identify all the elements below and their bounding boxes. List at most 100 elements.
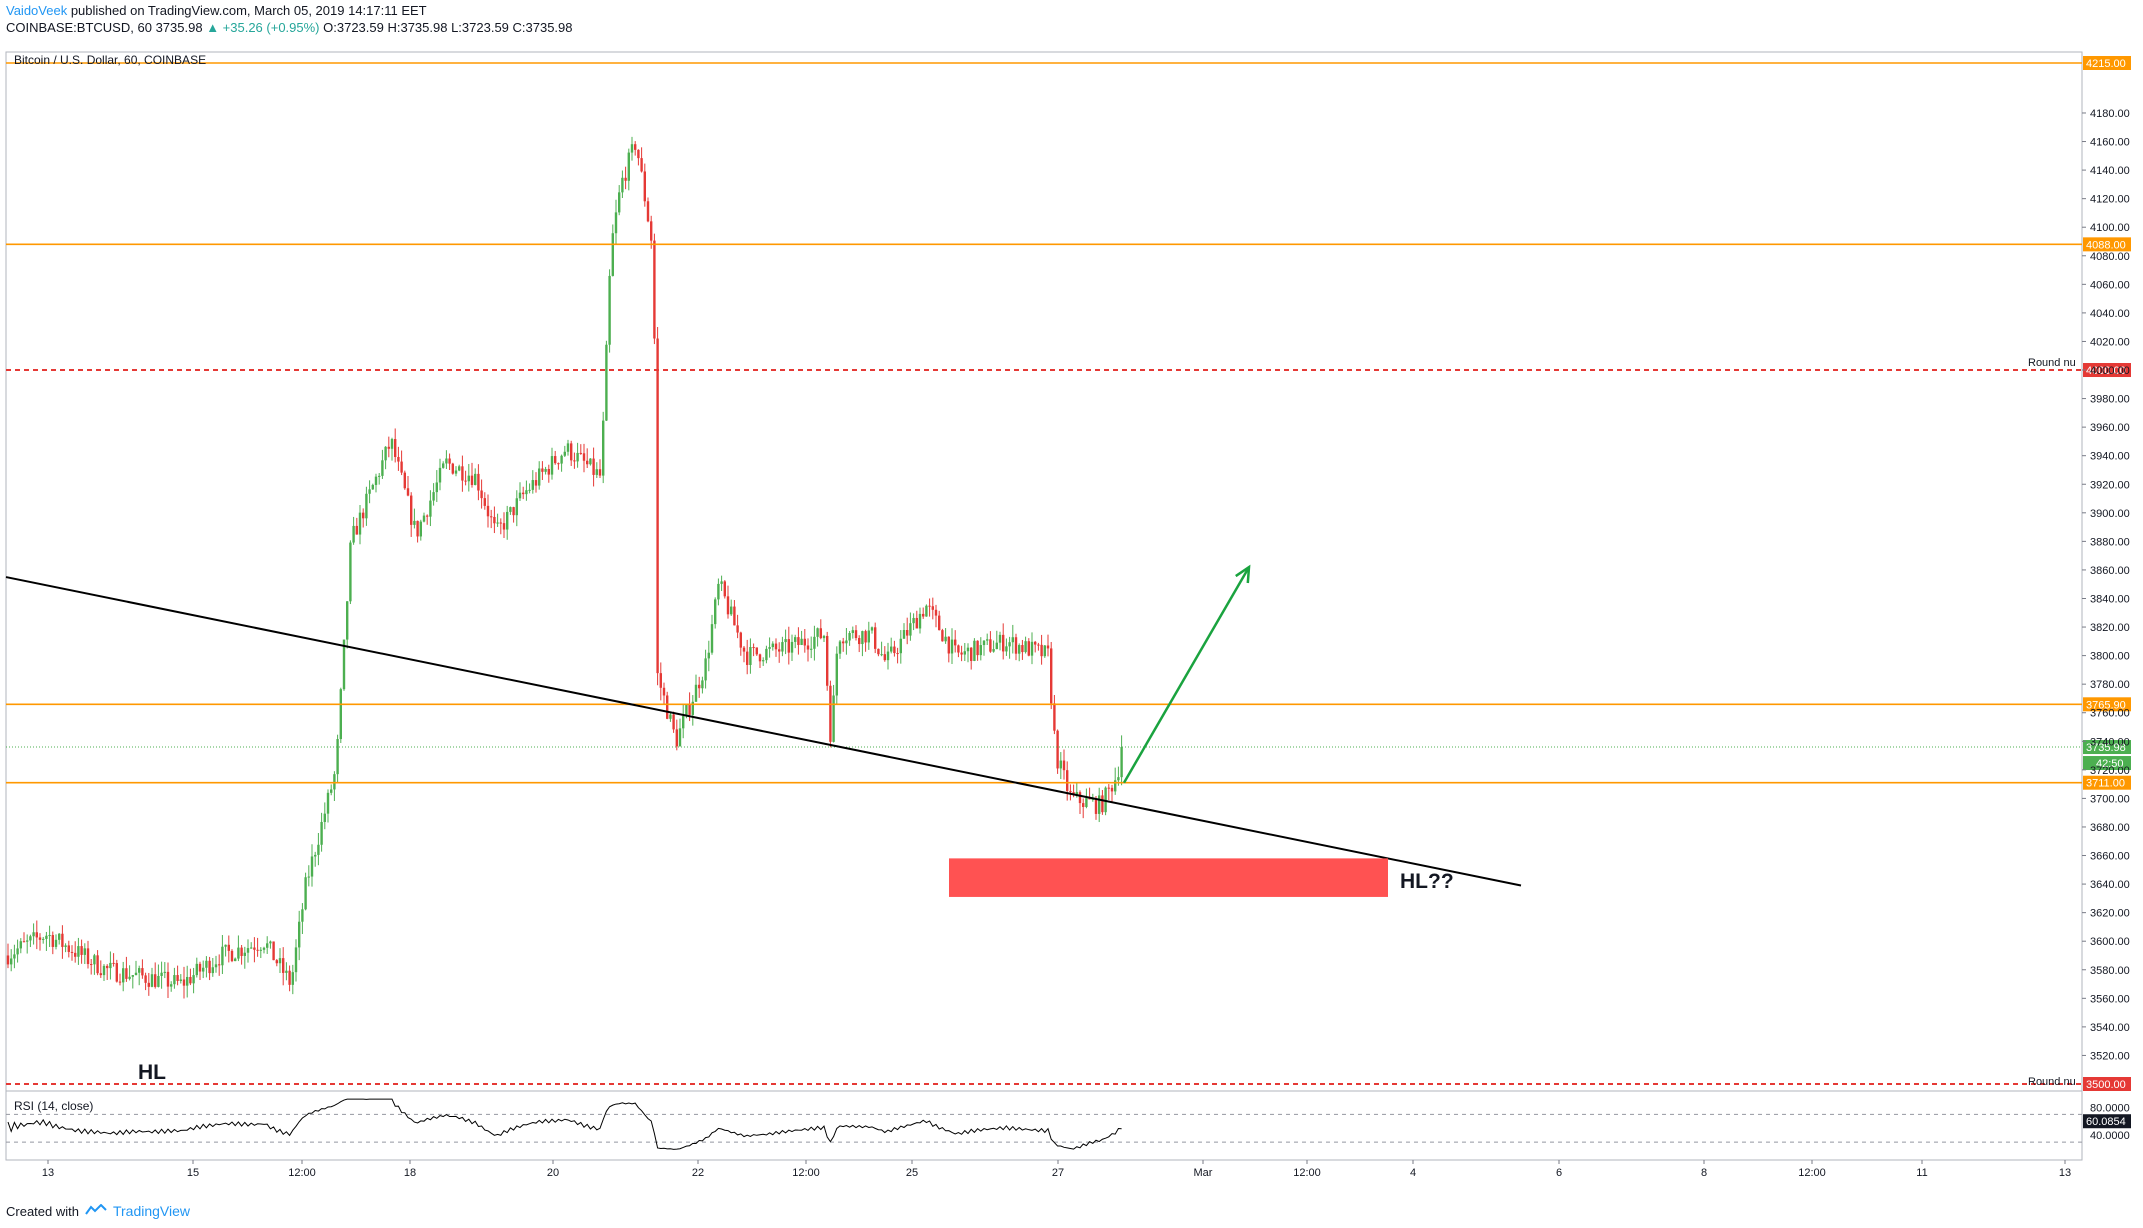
candle-body [899,638,902,654]
candle-body [893,646,896,654]
candle-body [758,654,762,662]
candle-body [326,792,330,814]
candle-body [515,498,518,516]
candle-body [176,975,179,981]
countdown-tag [2083,756,2131,771]
candle-body [896,653,899,655]
candle-body [42,938,45,940]
candle-body [1075,792,1078,795]
hl-question-label: HL?? [1400,870,1454,893]
candle-body [595,469,598,475]
candle-body [90,964,93,966]
candle-body [845,640,848,644]
candle-body [813,636,816,649]
candle-body [998,634,1002,643]
x-tick-label: 4 [1410,1167,1416,1179]
candle-body [70,951,74,953]
candle-body [499,522,502,524]
last-price-text: 3735.98 [155,20,203,35]
candle-body [138,968,141,973]
candle-body [115,963,118,982]
candle-body [957,645,960,653]
candle-body [938,615,941,631]
candle-body [1046,645,1050,649]
symbol-text: COINBASE:BTCUSD, 60 [6,20,152,35]
candle-body [1040,644,1043,657]
candle-body [307,876,310,878]
trendline [5,576,1522,887]
candle-body [266,943,269,948]
candle-body [643,171,646,202]
candle-body [1056,730,1059,769]
x-tick-label: 15 [187,1167,199,1179]
y-tick-label: 3880.00 [2090,536,2130,548]
level-price-label: 3765.90 [2086,699,2126,711]
candle-body [950,639,954,654]
header-line-1: VaidoVeek published on TradingView.com, … [6,2,2106,19]
candle-body [285,970,288,973]
candle-body [694,684,698,702]
candle-body [422,515,426,522]
candle-body [1014,637,1018,654]
candle-body [710,624,714,653]
candle-body [429,500,432,517]
candle-body [771,643,774,648]
candle-body [1110,787,1114,792]
candle-body [125,968,128,979]
chart-svg[interactable]: 4215.00 4088.00 4000.00 3765.90 3711.00 3500.… [0,0,2143,1200]
candle-body [445,458,448,464]
candle-body [134,972,138,976]
candle-body [829,685,832,742]
candle-body [374,476,378,485]
candle-body [602,420,605,476]
candle-body [154,974,157,987]
tradingview-brand[interactable]: TradingView [112,1203,191,1219]
author-link[interactable]: VaidoVeek [6,3,68,18]
candle-body [29,936,32,941]
candle-body [547,468,550,475]
candle-body [10,958,13,965]
candle-body [861,631,864,645]
candle-body [963,651,966,655]
candle-body [400,461,403,473]
level-price-label: 4000.00 [2086,365,2126,377]
candle-body [1043,645,1046,657]
support-zone[interactable] [949,858,1388,897]
candle-body [1050,648,1053,704]
candle-body [538,468,541,486]
candle-body [912,617,915,624]
candle-body [986,639,989,641]
candle-body [678,728,682,747]
candle-body [486,505,490,517]
candle-body [870,627,874,631]
candle-body [656,338,659,674]
candle-body [730,606,733,615]
y-tick-label: 3620.00 [2090,908,2130,920]
candle-body [509,507,512,512]
candle-body [922,613,925,617]
candle-body [480,490,483,499]
candle-body [141,968,144,976]
candle-body [672,714,675,730]
plot-border [5,51,2083,1161]
candle-body [64,945,67,947]
candle-body [1005,646,1008,652]
candle-body [352,525,355,543]
candle-body [112,962,115,964]
y-tick-label: 4160.00 [2090,137,2130,149]
candle-body [51,935,54,947]
candle-body [6,955,10,965]
candle-body [237,947,240,959]
bullish-arrow[interactable] [1122,566,1251,784]
candle-body [336,739,339,775]
candle-body [915,617,918,629]
candle-body [1024,641,1027,653]
footer: Created with TradingView [6,1203,190,1219]
candle-body [653,240,656,339]
candle-body [166,971,170,987]
candle-body [941,630,944,642]
candle-body [723,581,726,597]
candle-body [96,955,99,974]
candle-body [874,627,877,649]
candle-body [122,968,125,983]
